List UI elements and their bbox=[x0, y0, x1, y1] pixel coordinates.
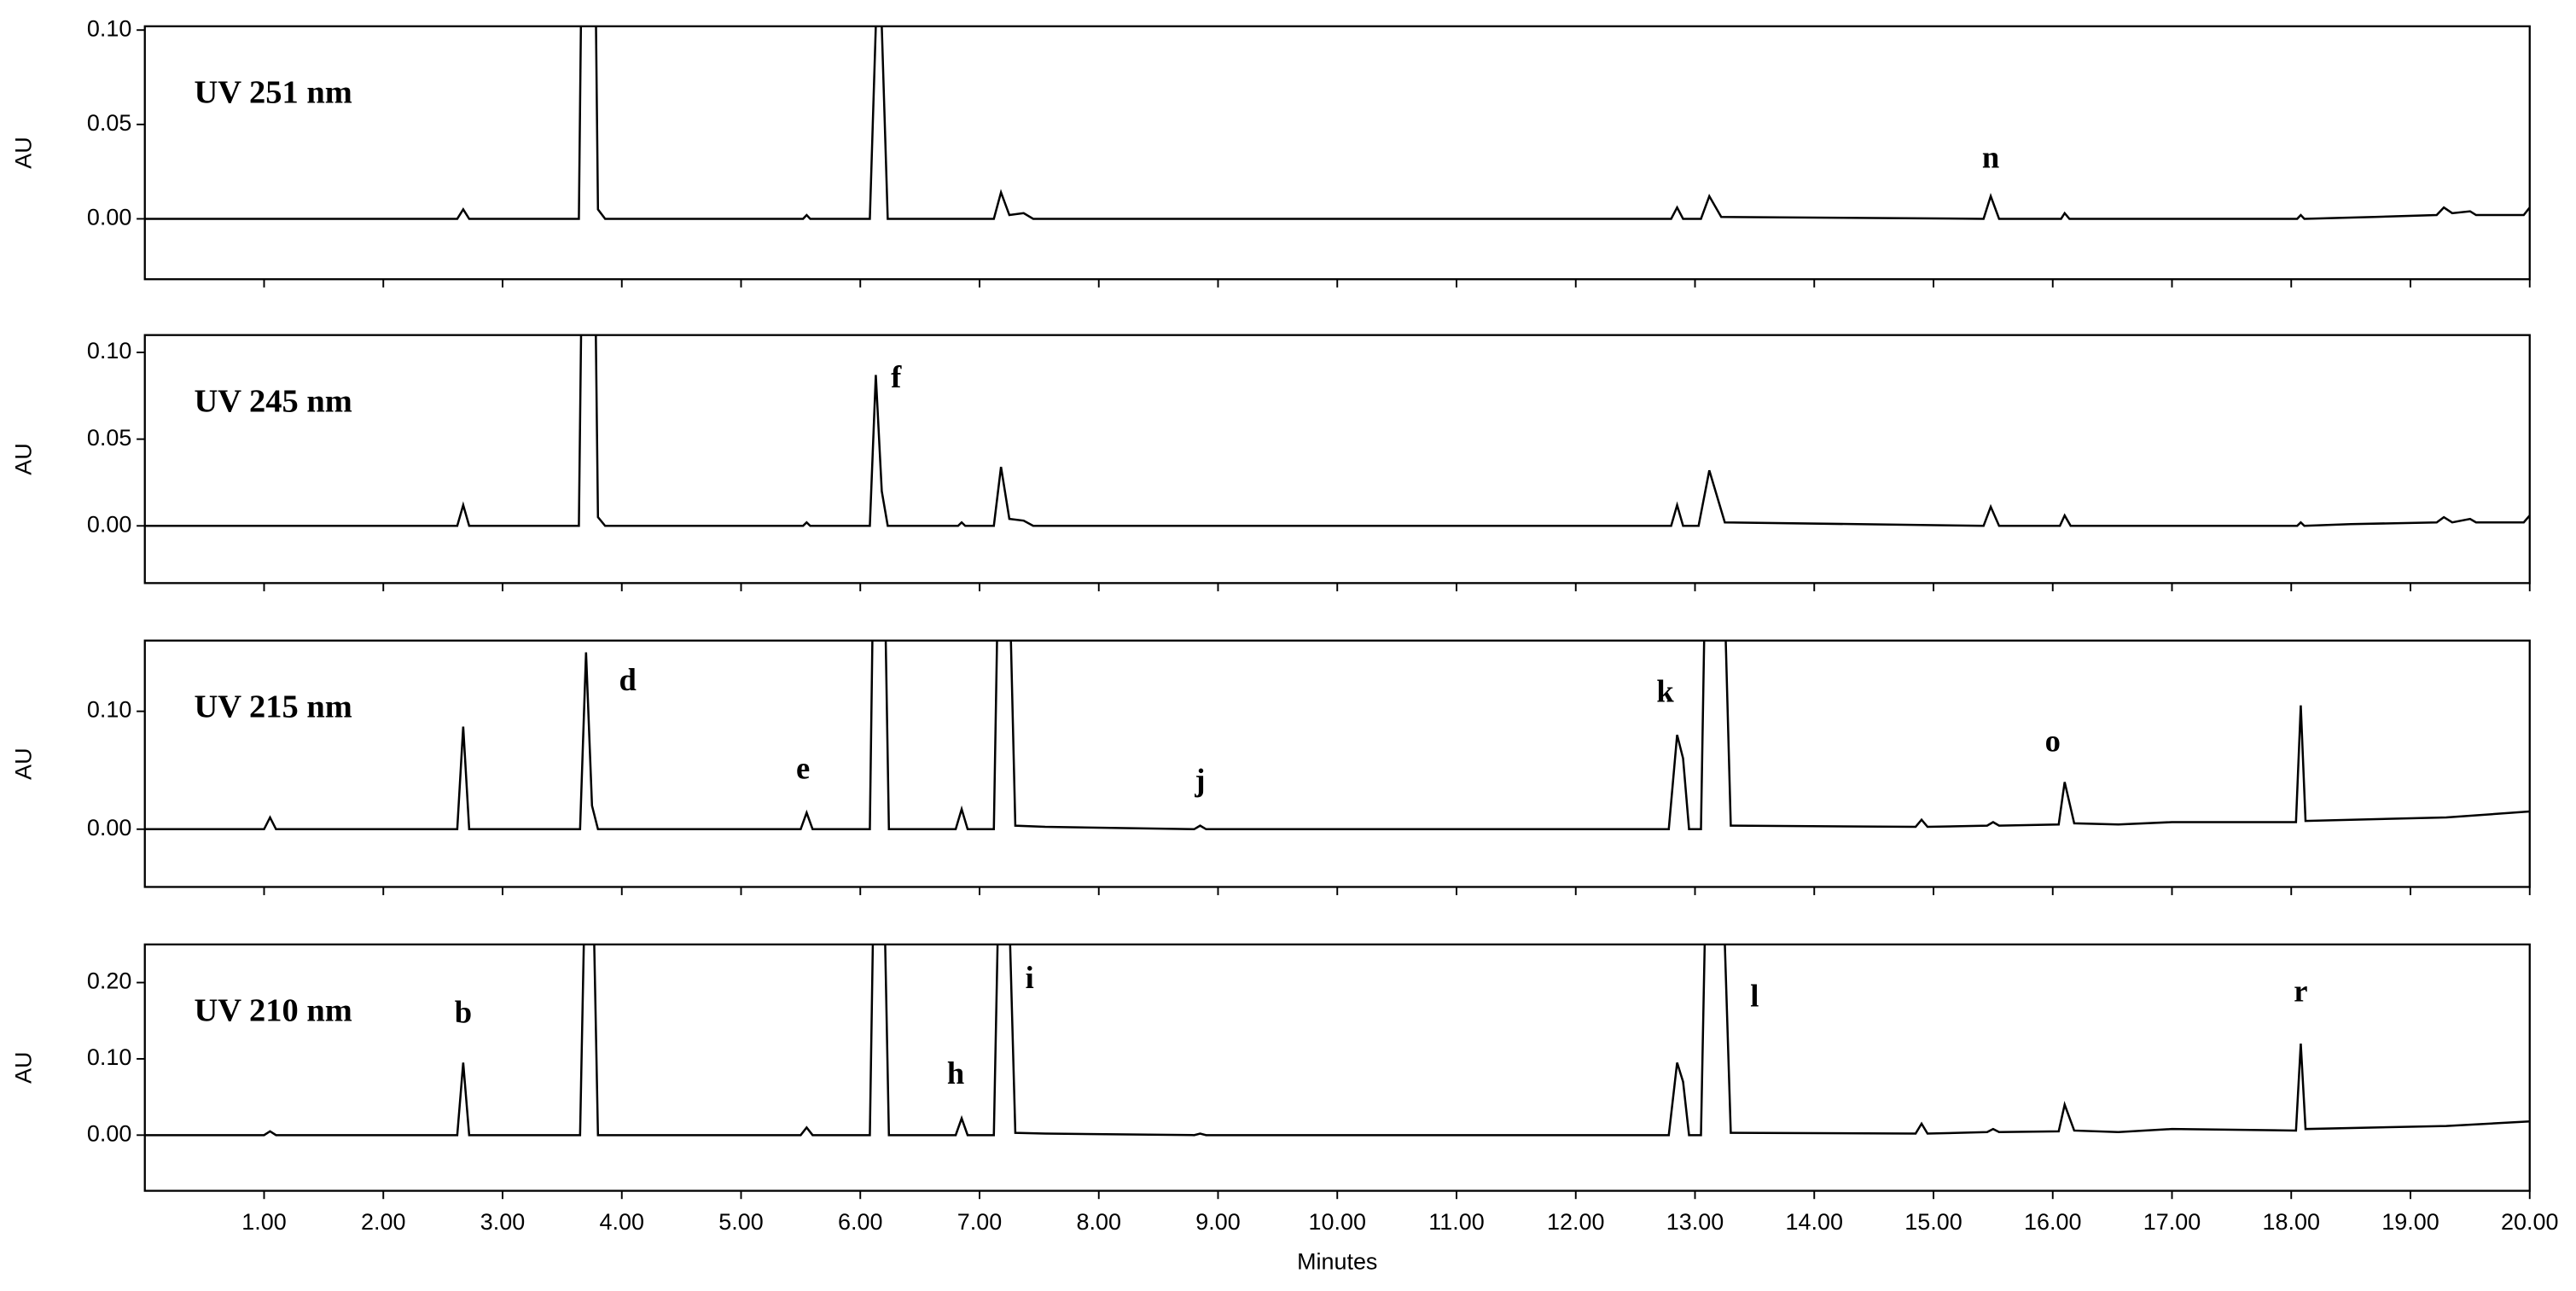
x-tick-label: 5.00 bbox=[718, 1209, 763, 1235]
y-tick-label: 0.10 bbox=[87, 697, 131, 723]
x-tick-label: 6.00 bbox=[838, 1209, 882, 1235]
y-tick-label: 0.00 bbox=[87, 1120, 131, 1146]
peak-label: e bbox=[796, 750, 810, 785]
x-tick-label: 7.00 bbox=[957, 1209, 1002, 1235]
panel-label: UV 215 nm bbox=[194, 689, 352, 724]
panel-label: UV 251 nm bbox=[194, 74, 352, 110]
x-tick-label: 18.00 bbox=[2263, 1209, 2320, 1235]
y-tick-label: 0.05 bbox=[87, 110, 131, 136]
x-tick-label: 9.00 bbox=[1195, 1209, 1240, 1235]
y-tick-label: 0.05 bbox=[87, 425, 131, 451]
peak-label: o bbox=[2045, 724, 2061, 759]
plot-frame bbox=[143, 943, 2531, 1192]
x-tick-label: 10.00 bbox=[1309, 1209, 1366, 1235]
peak-label: j bbox=[1194, 762, 1205, 797]
x-tick-label: 11.00 bbox=[1428, 1209, 1484, 1235]
y-axis-label: AU bbox=[10, 747, 36, 779]
x-tick-label: 19.00 bbox=[2381, 1209, 2439, 1235]
x-tick-label: 15.00 bbox=[1904, 1209, 1962, 1235]
x-tick-label: 2.00 bbox=[361, 1209, 405, 1235]
chromatogram-trace bbox=[144, 640, 2530, 831]
y-tick-label: 0.10 bbox=[87, 338, 131, 363]
chromatogram-trace bbox=[144, 334, 2530, 527]
y-tick-label: 0.00 bbox=[87, 205, 131, 230]
x-axis-label: Minutes bbox=[1297, 1248, 1377, 1274]
plot-frame bbox=[143, 639, 2531, 888]
chromatogram-trace bbox=[144, 26, 2530, 220]
peak-label: d bbox=[619, 662, 637, 697]
x-tick-label: 12.00 bbox=[1547, 1209, 1604, 1235]
x-tick-label: 4.00 bbox=[600, 1209, 644, 1235]
plot-frame bbox=[143, 25, 2531, 281]
x-tick-label: 8.00 bbox=[1077, 1209, 1121, 1235]
y-tick-label: 0.00 bbox=[87, 511, 131, 537]
x-tick-label: 17.00 bbox=[2143, 1209, 2201, 1235]
panel-label: UV 210 nm bbox=[194, 993, 352, 1029]
y-axis-label: AU bbox=[10, 443, 36, 474]
peak-label: r bbox=[2294, 973, 2307, 1008]
peak-label: f bbox=[891, 359, 902, 394]
plot-frame bbox=[143, 334, 2531, 584]
peak-label: n bbox=[1982, 139, 1999, 174]
y-axis-label: AU bbox=[10, 1051, 36, 1083]
panel-label: UV 245 nm bbox=[194, 383, 352, 419]
y-tick-label: 0.10 bbox=[87, 1044, 131, 1070]
peak-label: b bbox=[455, 994, 472, 1029]
x-tick-label: 1.00 bbox=[241, 1209, 286, 1235]
y-tick-label: 0.00 bbox=[87, 815, 131, 840]
y-axis-label: AU bbox=[10, 137, 36, 168]
peak-label: l bbox=[1750, 979, 1759, 1014]
peak-label: k bbox=[1656, 674, 1674, 709]
y-tick-label: 0.20 bbox=[87, 968, 131, 994]
peak-label: i bbox=[1026, 960, 1034, 995]
peak-label: h bbox=[947, 1055, 964, 1090]
x-tick-label: 14.00 bbox=[1786, 1209, 1843, 1235]
x-tick-label: 13.00 bbox=[1666, 1209, 1724, 1235]
chromatogram-trace bbox=[144, 944, 2530, 1137]
y-tick-label: 0.10 bbox=[87, 15, 131, 41]
x-tick-label: 20.00 bbox=[2501, 1209, 2558, 1235]
x-tick-label: 16.00 bbox=[2024, 1209, 2081, 1235]
x-tick-label: 3.00 bbox=[480, 1209, 525, 1235]
